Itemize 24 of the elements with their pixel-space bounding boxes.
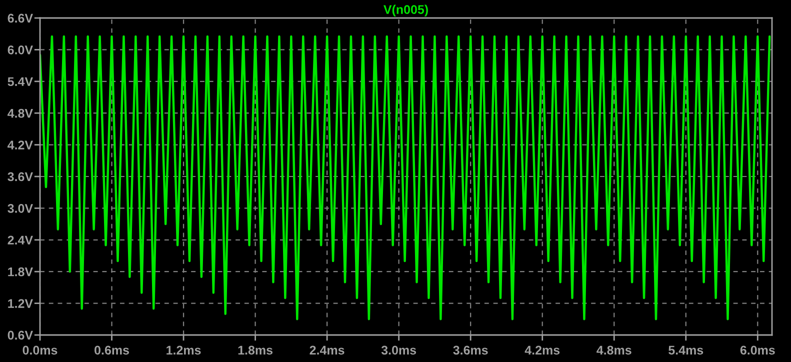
x-tick-label: 0.6ms [94,346,129,355]
x-tick-label: 4.8ms [596,346,632,355]
y-tick-label: 3.6V [8,172,33,182]
x-tick-label: 3.6ms [453,346,488,355]
y-tick-label: 4.2V [8,140,33,150]
x-tick-label: 2.4ms [310,346,344,355]
y-tick-label: 3.0V [8,204,33,213]
y-tick-label: 6.6V [8,14,33,23]
y-tick-label: 6.0V [8,46,33,54]
y-tick-label: 2.4V [8,236,33,244]
y-tick-label: 1.8V [8,267,33,276]
y-tick-label: 4.8V [8,108,33,118]
y-tick-label: 0.6V [8,330,33,340]
x-tick-label: 1.8ms [238,346,273,355]
x-tick-label: 3.0ms [381,346,416,355]
x-tick-label: 1.2ms [166,346,201,355]
x-tick-label: 5.4ms [668,346,704,355]
line-series [40,35,771,320]
chart-title: V(n005) [384,4,428,16]
y-tick-label: 5.4V [8,77,33,86]
x-tick-label: 6.0ms [740,346,775,355]
x-tick-label: 4.2ms [524,346,560,355]
x-tick-label: 0.0ms [22,346,58,355]
y-tick-label: 1.2V [8,299,33,308]
